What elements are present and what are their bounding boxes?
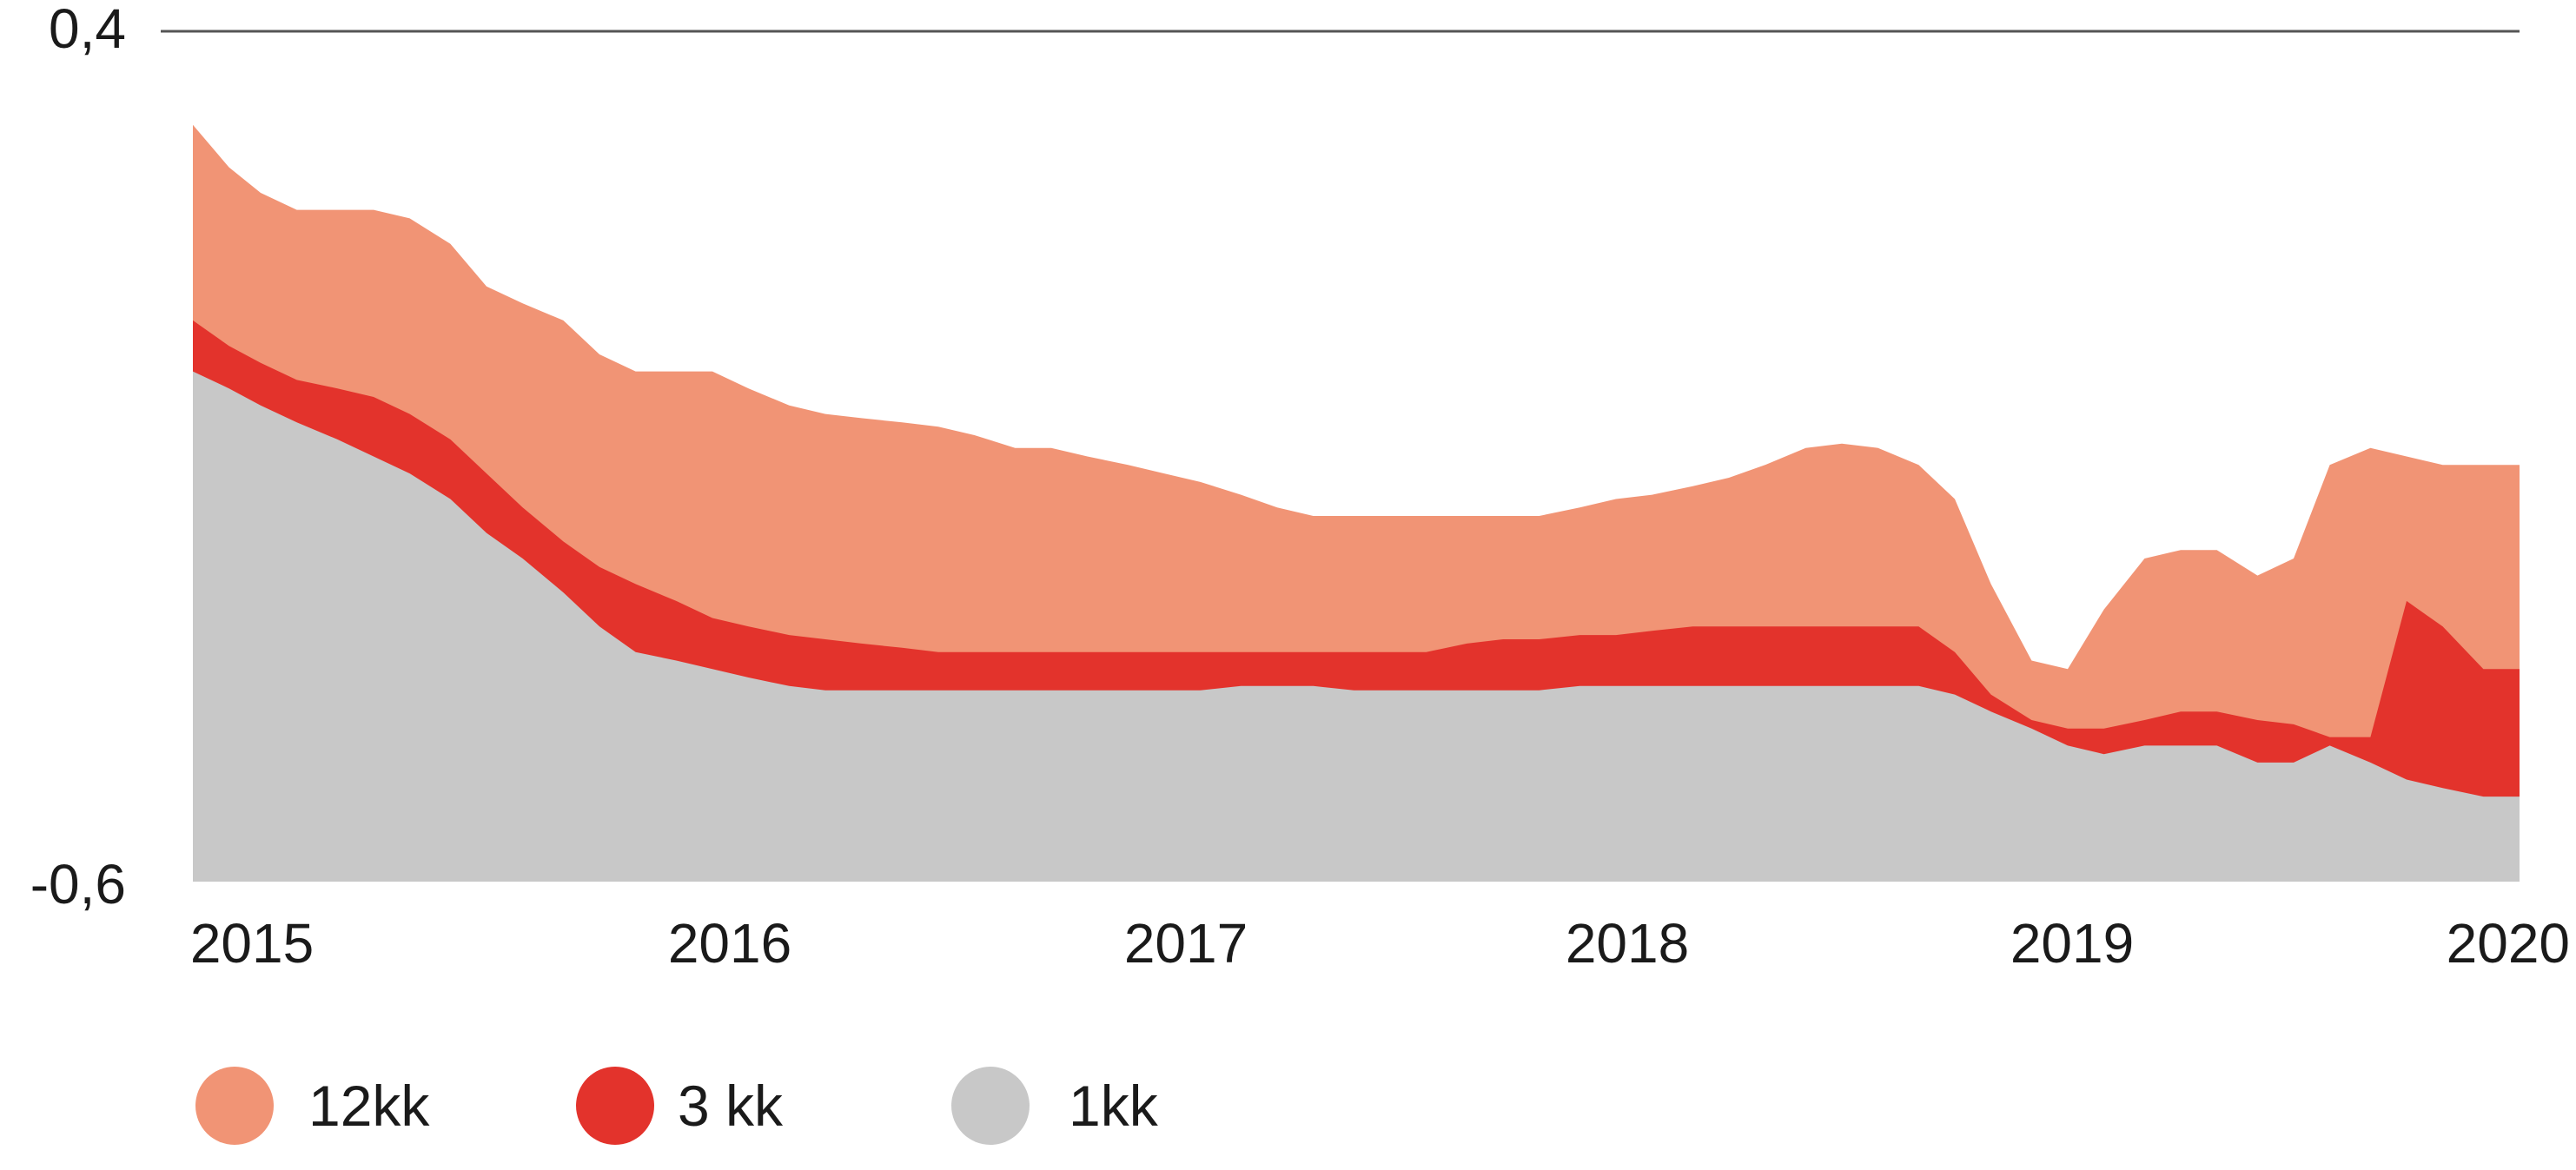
- legend-item-1kk: 1kk: [951, 1067, 1159, 1145]
- series-areas: [193, 124, 2520, 882]
- y-tick-label-top: 0,4: [49, 0, 126, 60]
- plot-area: [161, 30, 2520, 882]
- x-tick-label-2017: 2017: [1124, 912, 1248, 975]
- legend-swatch-1kk: [951, 1067, 1030, 1145]
- x-tick-label-2018: 2018: [1566, 912, 1689, 975]
- legend-label-1kk: 1kk: [1069, 1074, 1159, 1138]
- legend-item-3kk: 3 kk: [576, 1067, 784, 1145]
- y-tick-label-bottom: -0,6: [30, 853, 126, 916]
- legend: 12kk 3 kk 1kk: [195, 1067, 1159, 1145]
- legend-swatch-3kk: [576, 1067, 654, 1145]
- x-tick-label-2020: 2020: [2447, 912, 2570, 975]
- y-axis-ticks: 0,4 -0,6: [30, 0, 126, 916]
- legend-label-12kk: 12kk: [308, 1074, 430, 1138]
- x-tick-label-2019: 2019: [2010, 912, 2134, 975]
- legend-swatch-12kk: [195, 1067, 274, 1145]
- x-tick-label-2016: 2016: [668, 912, 791, 975]
- legend-item-12kk: 12kk: [195, 1067, 430, 1145]
- legend-label-3kk: 3 kk: [678, 1074, 784, 1138]
- x-tick-label-2015: 2015: [190, 912, 314, 975]
- x-axis-ticks: 2015 2016 2017 2018 2019 2020: [190, 912, 2570, 975]
- area-1kk: [193, 371, 2520, 882]
